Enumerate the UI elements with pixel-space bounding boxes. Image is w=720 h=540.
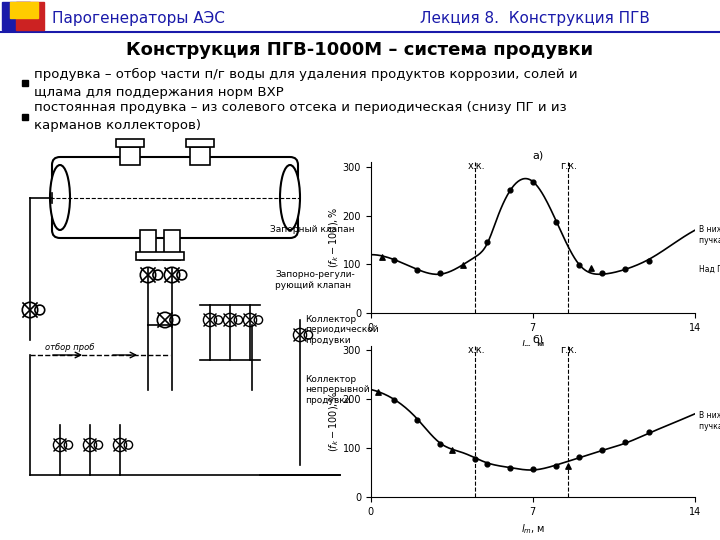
Text: х.к.: х.к. xyxy=(468,345,485,355)
Point xyxy=(620,438,631,447)
FancyBboxPatch shape xyxy=(52,157,298,238)
Bar xyxy=(22,114,28,120)
Bar xyxy=(140,230,156,260)
Text: х.к.: х.к. xyxy=(468,161,485,171)
Text: В нижней части
пучка (расчет): В нижней части пучка (расчет) xyxy=(699,411,720,431)
Text: отбор проб: отбор проб xyxy=(45,343,95,352)
Text: a): a) xyxy=(533,151,544,161)
Bar xyxy=(186,139,214,147)
Point xyxy=(377,253,388,261)
Point xyxy=(434,440,446,448)
Point xyxy=(458,261,469,269)
Text: г.к.: г.к. xyxy=(561,345,577,355)
Point xyxy=(527,465,539,474)
Point xyxy=(562,462,573,470)
Point xyxy=(550,461,562,470)
Point xyxy=(446,446,458,455)
Text: Над ПЛ (расчет): Над ПЛ (расчет) xyxy=(699,265,720,274)
Text: Коллектор
непрерывной
продувки: Коллектор непрерывной продувки xyxy=(305,375,369,405)
Text: Конструкция ПГВ-1000М – система продувки: Конструкция ПГВ-1000М – система продувки xyxy=(127,41,593,59)
X-axis label: $l_m$, м: $l_m$, м xyxy=(521,522,545,536)
Point xyxy=(620,265,631,273)
Text: Коллектор
периодической
продувки: Коллектор периодической продувки xyxy=(305,315,379,345)
Point xyxy=(388,255,400,264)
Bar xyxy=(120,147,140,165)
Point xyxy=(596,446,608,454)
Text: Запорно-регули-
рующий клапан: Запорно-регули- рующий клапан xyxy=(275,271,355,289)
Point xyxy=(550,217,562,226)
Bar xyxy=(22,80,28,86)
X-axis label: $l_m$, м: $l_m$, м xyxy=(521,339,545,352)
Bar xyxy=(190,147,210,165)
Text: продувка – отбор части п/г воды для удаления продуктов коррозии, солей и
щлама д: продувка – отбор части п/г воды для удал… xyxy=(34,68,577,98)
Ellipse shape xyxy=(50,165,70,230)
Point xyxy=(527,178,539,187)
Text: б): б) xyxy=(533,335,544,345)
Point xyxy=(388,396,400,404)
Bar xyxy=(136,252,184,260)
Point xyxy=(411,415,423,424)
Text: В нижней части
пучка (расчет): В нижней части пучка (расчет) xyxy=(699,226,720,245)
Point xyxy=(504,186,516,194)
Bar xyxy=(16,2,44,30)
Point xyxy=(481,460,492,468)
Point xyxy=(596,269,608,278)
Bar xyxy=(164,230,180,260)
Point xyxy=(469,455,481,463)
Text: постоянная продувка – из солевого отсека и периодическая (снизу ПГ и из
карманов: постоянная продувка – из солевого отсека… xyxy=(34,102,567,132)
Bar xyxy=(10,2,38,18)
Bar xyxy=(116,139,144,147)
Point xyxy=(372,388,384,396)
Point xyxy=(434,269,446,278)
Point xyxy=(585,264,596,273)
Text: Лекция 8.  Конструкция ПГВ: Лекция 8. Конструкция ПГВ xyxy=(420,10,650,25)
Y-axis label: $(f_k - 100), \%$: $(f_k - 100), \%$ xyxy=(328,390,341,452)
Point xyxy=(573,453,585,462)
Point xyxy=(504,463,516,472)
Text: Запорный клапан: Запорный клапан xyxy=(270,226,355,234)
Bar xyxy=(2,2,30,30)
Text: г.к.: г.к. xyxy=(561,161,577,171)
Y-axis label: $(f_k - 100), \%$: $(f_k - 100), \%$ xyxy=(328,207,341,268)
Point xyxy=(643,428,654,437)
Point xyxy=(643,256,654,265)
Text: Парогенераторы АЭС: Парогенераторы АЭС xyxy=(52,10,225,25)
Point xyxy=(411,266,423,275)
Point xyxy=(481,238,492,247)
Ellipse shape xyxy=(280,165,300,230)
Point xyxy=(573,261,585,269)
